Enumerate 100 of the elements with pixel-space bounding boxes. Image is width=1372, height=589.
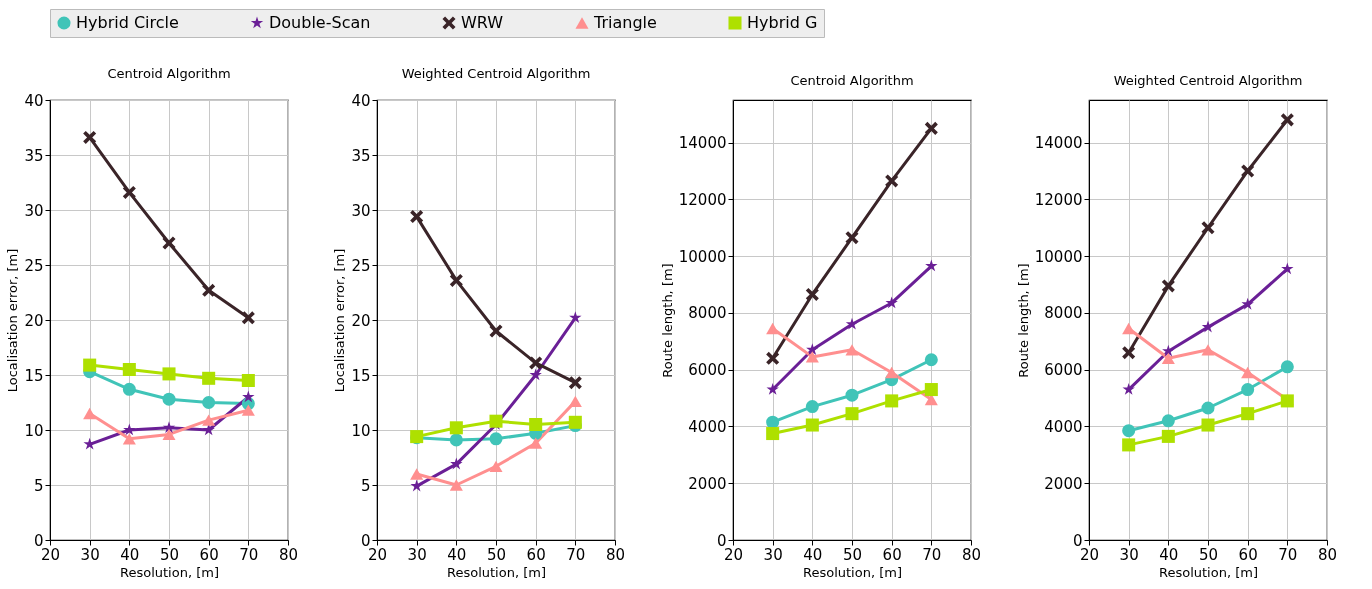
- point: [83, 358, 97, 372]
- point: [924, 383, 938, 397]
- point: [122, 185, 136, 199]
- x-tick-label: 60: [1238, 545, 1258, 564]
- point: [529, 417, 543, 432]
- point: [242, 390, 255, 403]
- point: [766, 322, 780, 335]
- x-tick-label: 30: [80, 545, 100, 564]
- point: [1161, 279, 1175, 293]
- x-tick-label: 70: [922, 545, 942, 564]
- point: [1161, 414, 1175, 428]
- point: [568, 395, 582, 408]
- y-axis-title: Localisation error, [m]: [5, 248, 21, 393]
- point: [569, 311, 582, 324]
- point: [410, 479, 423, 492]
- point: [806, 343, 819, 356]
- x-tick-label: 80: [1317, 545, 1338, 564]
- y-tick-label: 20: [351, 311, 371, 330]
- x-axis-title: Resolution, [m]: [803, 564, 902, 580]
- point: [1161, 429, 1175, 443]
- point: [123, 423, 136, 436]
- y-axis-title: Route length, [m]: [659, 263, 675, 378]
- x-tick-label: 50: [842, 545, 863, 564]
- point: [845, 388, 859, 402]
- point: [202, 414, 216, 426]
- x-tick-label: 50: [1198, 545, 1219, 564]
- point: [202, 395, 216, 410]
- legend-label: Hybrid Circle: [76, 13, 179, 32]
- y-tick-label: 40: [24, 91, 44, 110]
- point: [805, 400, 819, 414]
- x-tick-label: 60: [199, 545, 219, 564]
- x-tick-label: 80: [961, 545, 982, 564]
- y-axis-title: Route length, [m]: [1015, 263, 1031, 378]
- point: [83, 130, 97, 144]
- y-tick-label: 4000: [1044, 417, 1083, 436]
- y-tick-label: 2000: [1044, 474, 1083, 493]
- point: [1241, 297, 1254, 310]
- point: [924, 353, 938, 367]
- x-tick-label: 70: [1278, 545, 1298, 564]
- y-tick-label: 10000: [1034, 247, 1083, 266]
- x-tick-label: 20: [1079, 545, 1100, 564]
- point: [885, 296, 898, 309]
- chart-title: Weighted Centroid Algorithm: [401, 66, 591, 81]
- point: [122, 382, 136, 396]
- point: [489, 460, 503, 472]
- point: [202, 283, 216, 297]
- point: [766, 351, 780, 365]
- y-tick-label: 4000: [688, 417, 727, 436]
- x-tick-label: 40: [120, 545, 140, 564]
- point: [805, 351, 819, 363]
- chart-title: Centroid Algorithm: [107, 66, 231, 81]
- x-axis-title: Resolution, [m]: [1159, 564, 1258, 580]
- x-tick-label: 60: [526, 545, 546, 564]
- y-tick-label: 35: [24, 146, 44, 165]
- point: [1241, 366, 1255, 379]
- y-tick-label: 14000: [1034, 134, 1083, 153]
- x-tick-label: 60: [882, 545, 902, 564]
- x-tick-label: 70: [239, 545, 259, 564]
- point: [241, 404, 255, 416]
- x-tick-label: 30: [407, 545, 427, 564]
- y-tick-label: 15: [351, 366, 371, 385]
- x-tick-label: 40: [1159, 545, 1179, 564]
- point: [162, 392, 176, 406]
- point: [1241, 407, 1255, 421]
- point: [162, 367, 176, 381]
- point: [410, 468, 424, 480]
- point: [1122, 438, 1136, 452]
- legend-label: Hybrid G: [747, 13, 818, 32]
- point: [1280, 360, 1294, 374]
- point: [845, 317, 859, 330]
- point: [529, 437, 543, 449]
- point: [1201, 320, 1215, 333]
- x-tick-label: 40: [447, 545, 467, 564]
- y-tick-label: 2000: [688, 474, 727, 493]
- y-tick-label: 35: [351, 146, 371, 165]
- point: [1281, 262, 1294, 275]
- y-tick-label: 10: [351, 421, 371, 440]
- point: [241, 311, 255, 325]
- point: [845, 344, 859, 356]
- point: [568, 415, 582, 429]
- point: [83, 407, 97, 420]
- point: [489, 432, 503, 446]
- x-tick-label: 80: [278, 545, 299, 564]
- x-tick-label: 50: [486, 545, 507, 564]
- point: [1280, 113, 1294, 127]
- y-tick-label: 5: [360, 476, 371, 495]
- point: [529, 356, 543, 370]
- y-tick-label: 6000: [688, 361, 727, 380]
- point: [1161, 352, 1175, 364]
- point: [529, 368, 542, 381]
- point: [410, 210, 424, 224]
- point: [924, 121, 938, 135]
- y-tick-label: 6000: [1044, 361, 1083, 380]
- point: [449, 273, 463, 287]
- y-tick-label: 30: [24, 201, 44, 220]
- y-tick-label: 12000: [678, 190, 727, 209]
- y-tick-label: 25: [24, 256, 44, 275]
- point: [805, 418, 819, 432]
- y-tick-label: 8000: [1044, 304, 1083, 323]
- point: [1122, 424, 1136, 438]
